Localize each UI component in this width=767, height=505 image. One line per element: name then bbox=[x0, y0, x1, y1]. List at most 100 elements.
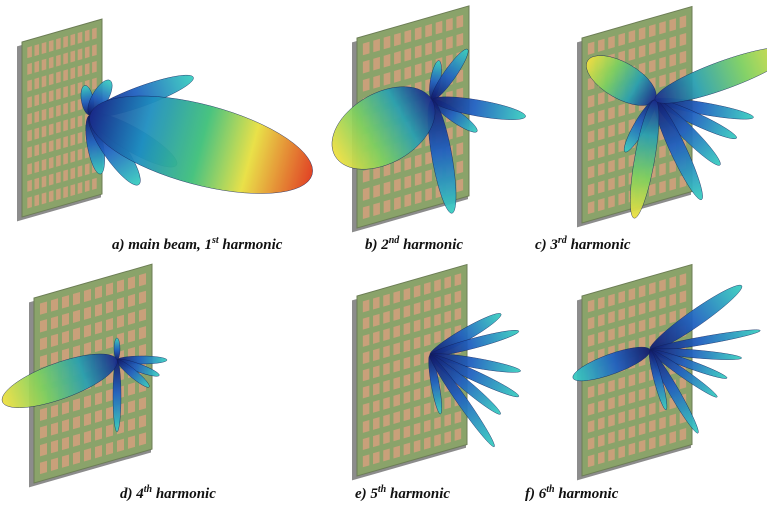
patch bbox=[383, 345, 390, 359]
patch bbox=[659, 145, 666, 159]
patch bbox=[83, 395, 92, 409]
patch bbox=[83, 448, 92, 462]
patch bbox=[77, 148, 83, 161]
patch bbox=[444, 276, 451, 290]
patch bbox=[61, 436, 70, 451]
patch bbox=[587, 200, 595, 215]
patch bbox=[77, 31, 83, 44]
caption-sup: nd bbox=[389, 235, 401, 246]
caption-sup: rd bbox=[558, 235, 568, 246]
patch bbox=[413, 388, 421, 402]
patch bbox=[138, 290, 147, 305]
patch bbox=[394, 32, 401, 47]
patch bbox=[383, 293, 390, 307]
patch bbox=[618, 411, 625, 425]
patch bbox=[454, 307, 462, 321]
patch bbox=[27, 46, 32, 59]
patch bbox=[638, 336, 646, 350]
patch bbox=[424, 402, 431, 416]
patch bbox=[434, 433, 441, 447]
patch bbox=[138, 396, 147, 411]
patch bbox=[105, 317, 114, 332]
patch bbox=[587, 385, 595, 399]
patch bbox=[373, 331, 380, 344]
patch bbox=[72, 327, 81, 341]
patch bbox=[56, 104, 61, 117]
caption: a) main beam, 1st harmonic bbox=[112, 235, 283, 253]
patch bbox=[413, 302, 421, 316]
patch bbox=[41, 142, 47, 155]
patch bbox=[127, 329, 136, 343]
patch bbox=[598, 38, 605, 52]
patch bbox=[70, 67, 76, 80]
patch bbox=[373, 399, 380, 413]
patch bbox=[61, 330, 70, 344]
patch bbox=[608, 396, 615, 410]
patch bbox=[424, 385, 431, 399]
patch bbox=[373, 166, 380, 180]
patch bbox=[63, 169, 68, 182]
patch bbox=[61, 295, 70, 309]
patch bbox=[56, 71, 61, 84]
patch bbox=[63, 152, 68, 165]
caption-suffix: harmonic bbox=[219, 237, 283, 253]
caption: b) 2nd harmonic bbox=[365, 235, 463, 253]
patch bbox=[383, 396, 390, 410]
patch bbox=[70, 33, 76, 46]
patch bbox=[50, 422, 59, 436]
patch bbox=[34, 60, 40, 73]
patch bbox=[435, 39, 443, 53]
patch bbox=[105, 424, 114, 438]
patch bbox=[393, 307, 400, 321]
patch bbox=[362, 41, 370, 56]
patch bbox=[127, 400, 136, 414]
caption-sup: th bbox=[546, 484, 555, 495]
patch bbox=[669, 310, 676, 324]
patch bbox=[92, 60, 97, 73]
patch bbox=[444, 430, 451, 444]
patch bbox=[414, 172, 422, 186]
patch bbox=[373, 434, 380, 448]
patch bbox=[34, 177, 40, 190]
patch bbox=[414, 26, 422, 41]
patch bbox=[127, 382, 136, 396]
patch bbox=[638, 44, 646, 58]
patch bbox=[362, 169, 370, 183]
patch bbox=[404, 175, 412, 189]
patch bbox=[598, 109, 605, 123]
patch bbox=[649, 316, 656, 330]
patch bbox=[669, 159, 676, 174]
patch bbox=[608, 177, 615, 191]
patch bbox=[628, 391, 636, 404]
caption-suffix: harmonic bbox=[555, 486, 619, 502]
patch bbox=[638, 319, 646, 333]
patch bbox=[587, 183, 595, 197]
patch bbox=[649, 183, 656, 197]
patch bbox=[587, 402, 595, 416]
patch bbox=[77, 115, 83, 128]
patch bbox=[638, 27, 646, 41]
caption-suffix: harmonic bbox=[152, 486, 216, 502]
caption-label: b) 2 bbox=[365, 237, 389, 253]
patch bbox=[34, 127, 40, 140]
patch bbox=[127, 311, 136, 325]
caption-sup: th bbox=[378, 484, 387, 495]
patch bbox=[56, 188, 61, 201]
patch bbox=[649, 41, 656, 55]
patch bbox=[679, 273, 687, 287]
patch bbox=[618, 103, 625, 117]
patch bbox=[83, 412, 92, 427]
patch bbox=[94, 321, 103, 335]
patch bbox=[373, 202, 380, 217]
patch bbox=[373, 382, 380, 396]
patch bbox=[63, 85, 68, 98]
patch bbox=[454, 410, 462, 424]
patch bbox=[48, 156, 54, 169]
patch bbox=[105, 300, 114, 314]
patch bbox=[27, 179, 32, 192]
patch bbox=[39, 336, 48, 351]
patch bbox=[63, 102, 68, 115]
patch bbox=[138, 273, 147, 287]
patch bbox=[608, 293, 615, 307]
patch bbox=[39, 407, 48, 421]
